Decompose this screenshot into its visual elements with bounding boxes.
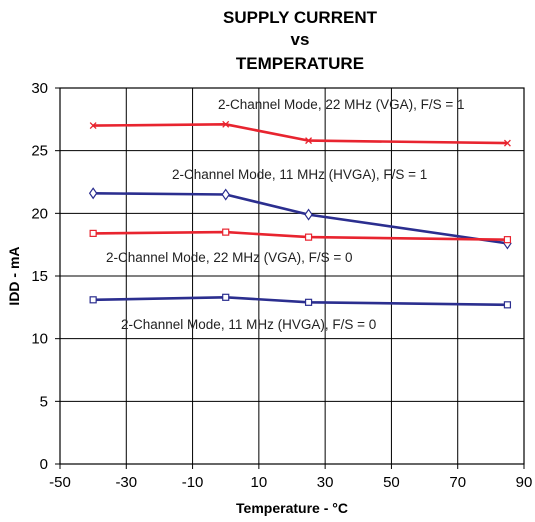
x-tick-label: -10 [182, 474, 204, 491]
series-4-point [222, 293, 230, 301]
x-tick-label: 10 [251, 474, 268, 491]
series-2-point [88, 187, 98, 200]
series-2-point [221, 188, 230, 201]
y-tick-label: 30 [31, 80, 48, 97]
y-axis-label: IDD - mA [6, 246, 22, 305]
series-3-point [222, 228, 230, 236]
y-tick-label: 25 [31, 143, 48, 160]
chart-title-line-2: vs [291, 30, 310, 49]
series-2-point [304, 208, 313, 221]
x-tick-label: 30 [317, 474, 334, 491]
x-tick-label: -50 [49, 474, 71, 491]
y-tick-label: 0 [40, 456, 48, 473]
x-tick-label: 50 [383, 474, 400, 491]
series-2-line [93, 192, 508, 245]
series-3-point [304, 233, 313, 241]
series-1-point-stroke [305, 137, 313, 145]
y-tick-label: 20 [31, 205, 48, 222]
y-tick-label: 10 [31, 331, 48, 348]
tick-layer: -50 -30 -10 10 30 50 70 90 0 5 10 15 20 25 30 [31, 80, 532, 491]
x-axis-label: Temperature - °C [236, 500, 348, 516]
series-4-point [89, 296, 97, 304]
y-tick-label: 15 [31, 268, 48, 285]
series-1-point-stroke [222, 120, 230, 128]
series-label-3: 2-Channel Mode, 22 MHz (VGA), F/S = 0 [106, 250, 352, 265]
series-1-point [503, 139, 511, 147]
y-tick-label: 5 [40, 393, 48, 410]
x-tick-label: -30 [115, 474, 137, 491]
x-tick-label: 70 [449, 474, 466, 491]
x-tick-label: 90 [516, 474, 533, 491]
chart-title-line-1: SUPPLY CURRENT [223, 8, 378, 27]
series-layer [88, 120, 512, 309]
series-3-point [503, 236, 512, 244]
series-3-point [89, 229, 97, 237]
series-1-point-stroke [89, 122, 97, 130]
series-1-point [222, 120, 230, 128]
series-label-1: 2-Channel Mode, 22 MHz (VGA), F/S = 1 [218, 97, 464, 112]
series-4-point [503, 301, 512, 309]
series-1-point-stroke [503, 139, 511, 147]
series-1-point [305, 137, 313, 145]
series-4-line [93, 295, 508, 307]
grid-layer [60, 88, 524, 464]
series-3-line [93, 230, 508, 241]
series-1-line [93, 123, 508, 145]
series-4-point [304, 298, 313, 306]
chart-title-line-3: TEMPERATURE [236, 54, 364, 73]
series-label-2: 2-Channel Mode, 11 MHz (HVGA), F/S = 1 [172, 167, 427, 182]
series-label-layer: 2-Channel Mode, 22 MHz (VGA), F/S = 1 2-… [106, 97, 464, 332]
series-1-point [89, 122, 97, 130]
series-label-4: 2-Channel Mode, 11 MHz (HVGA), F/S = 0 [121, 317, 376, 332]
